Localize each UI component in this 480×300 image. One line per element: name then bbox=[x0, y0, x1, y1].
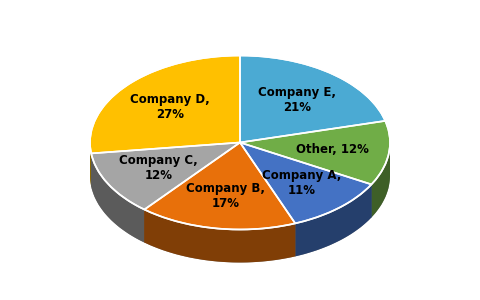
Polygon shape bbox=[240, 121, 390, 184]
Text: Company B,
17%: Company B, 17% bbox=[186, 182, 265, 210]
Text: Company D,
27%: Company D, 27% bbox=[131, 93, 210, 121]
Text: Company A,
11%: Company A, 11% bbox=[262, 169, 341, 197]
Polygon shape bbox=[90, 56, 240, 153]
Text: Other, 12%: Other, 12% bbox=[296, 143, 369, 156]
Polygon shape bbox=[240, 142, 372, 224]
Text: Company C,
12%: Company C, 12% bbox=[119, 154, 198, 182]
Text: Company E,
21%: Company E, 21% bbox=[258, 86, 336, 114]
Polygon shape bbox=[240, 142, 295, 256]
Polygon shape bbox=[90, 143, 91, 186]
Polygon shape bbox=[144, 142, 295, 230]
Polygon shape bbox=[91, 142, 240, 186]
Polygon shape bbox=[240, 142, 372, 218]
Polygon shape bbox=[144, 142, 240, 242]
Ellipse shape bbox=[90, 88, 390, 262]
Polygon shape bbox=[240, 142, 372, 218]
Polygon shape bbox=[91, 142, 240, 186]
Polygon shape bbox=[372, 143, 390, 218]
Polygon shape bbox=[240, 56, 385, 142]
Polygon shape bbox=[144, 209, 295, 262]
Polygon shape bbox=[240, 142, 295, 256]
Polygon shape bbox=[144, 142, 240, 242]
Polygon shape bbox=[91, 153, 144, 242]
Polygon shape bbox=[295, 184, 372, 256]
Polygon shape bbox=[91, 142, 240, 209]
